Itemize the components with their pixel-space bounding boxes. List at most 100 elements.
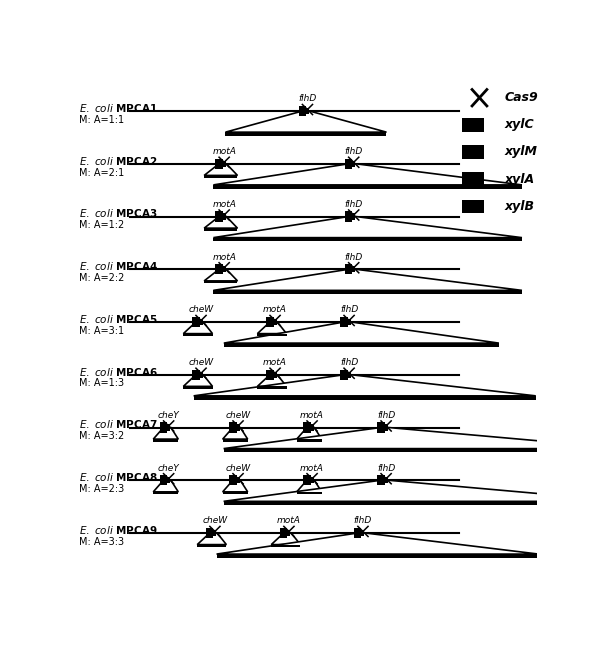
Text: M: A=1:3: M: A=1:3 bbox=[79, 378, 124, 388]
Polygon shape bbox=[153, 439, 179, 442]
Text: flhD: flhD bbox=[354, 516, 372, 525]
Polygon shape bbox=[223, 428, 248, 439]
Polygon shape bbox=[217, 533, 538, 554]
Text: $\it{E.\ coli}$ MPCA6: $\it{E.\ coli}$ MPCA6 bbox=[79, 366, 158, 378]
Text: flhD: flhD bbox=[344, 200, 363, 209]
Polygon shape bbox=[213, 185, 522, 189]
Bar bbox=[223, 213, 226, 219]
Polygon shape bbox=[204, 228, 238, 231]
Polygon shape bbox=[297, 492, 322, 494]
Bar bbox=[347, 319, 350, 325]
Bar bbox=[266, 317, 273, 327]
Bar bbox=[216, 264, 223, 275]
Bar bbox=[223, 161, 226, 167]
Polygon shape bbox=[257, 386, 287, 389]
Text: xylM: xylM bbox=[505, 146, 538, 158]
Text: xylC: xylC bbox=[505, 118, 534, 132]
Text: cheY: cheY bbox=[158, 464, 180, 473]
Text: M: A=2:2: M: A=2:2 bbox=[79, 273, 125, 283]
Text: $\it{E.\ coli}$ MPCA3: $\it{E.\ coli}$ MPCA3 bbox=[79, 207, 158, 219]
Polygon shape bbox=[197, 545, 226, 547]
Bar bbox=[362, 530, 364, 536]
Polygon shape bbox=[204, 217, 238, 228]
Polygon shape bbox=[197, 533, 226, 545]
Text: flhD: flhD bbox=[340, 305, 358, 315]
Text: motA: motA bbox=[263, 358, 287, 367]
Bar bbox=[303, 475, 310, 485]
Polygon shape bbox=[183, 386, 213, 389]
Text: xylA: xylA bbox=[505, 173, 535, 186]
Bar bbox=[352, 266, 355, 273]
Bar bbox=[352, 161, 355, 167]
Bar bbox=[298, 106, 306, 116]
Text: flhD: flhD bbox=[344, 253, 363, 261]
Text: motA: motA bbox=[212, 200, 236, 209]
Bar bbox=[384, 477, 387, 483]
Text: $\it{E.\ coli}$ MPCA4: $\it{E.\ coli}$ MPCA4 bbox=[79, 260, 158, 272]
Polygon shape bbox=[204, 164, 238, 176]
Bar bbox=[223, 266, 226, 273]
Text: cheW: cheW bbox=[202, 516, 227, 525]
Bar bbox=[160, 475, 167, 485]
Bar bbox=[229, 422, 236, 433]
Bar bbox=[462, 172, 484, 186]
Polygon shape bbox=[226, 111, 386, 132]
Polygon shape bbox=[297, 428, 322, 439]
Polygon shape bbox=[257, 334, 287, 336]
Text: M: A=3:1: M: A=3:1 bbox=[79, 326, 124, 336]
Bar bbox=[167, 424, 170, 430]
Polygon shape bbox=[224, 322, 499, 343]
Bar bbox=[192, 317, 199, 327]
Bar bbox=[310, 424, 313, 430]
Bar bbox=[236, 424, 239, 430]
Polygon shape bbox=[257, 375, 287, 386]
Bar bbox=[352, 213, 355, 219]
Text: cheW: cheW bbox=[189, 305, 214, 315]
Polygon shape bbox=[224, 480, 597, 501]
Polygon shape bbox=[213, 291, 522, 294]
Bar bbox=[273, 319, 276, 325]
Bar bbox=[347, 372, 350, 378]
Text: cheY: cheY bbox=[158, 411, 180, 420]
Bar bbox=[236, 477, 239, 483]
Bar bbox=[214, 530, 216, 536]
Polygon shape bbox=[224, 501, 597, 505]
Text: motA: motA bbox=[300, 411, 324, 420]
Bar bbox=[273, 372, 276, 378]
Polygon shape bbox=[153, 428, 179, 439]
Polygon shape bbox=[204, 176, 238, 178]
Text: $\it{E.\ coli}$ MPCA2: $\it{E.\ coli}$ MPCA2 bbox=[79, 155, 158, 167]
Polygon shape bbox=[183, 322, 213, 334]
Text: motA: motA bbox=[212, 147, 236, 156]
Polygon shape bbox=[204, 281, 238, 283]
Bar bbox=[288, 530, 290, 536]
Polygon shape bbox=[271, 545, 300, 547]
Bar bbox=[199, 319, 202, 325]
Polygon shape bbox=[257, 322, 287, 334]
Text: flhD: flhD bbox=[298, 94, 316, 103]
Text: flhD: flhD bbox=[344, 147, 363, 156]
Bar bbox=[462, 200, 484, 213]
Text: motA: motA bbox=[300, 464, 324, 473]
Text: M: A=3:2: M: A=3:2 bbox=[79, 431, 125, 441]
Bar bbox=[303, 422, 310, 433]
Bar bbox=[192, 370, 199, 380]
Text: xylB: xylB bbox=[505, 200, 535, 213]
Polygon shape bbox=[213, 237, 522, 241]
Bar bbox=[199, 372, 202, 378]
Text: cheW: cheW bbox=[226, 411, 251, 420]
Bar bbox=[160, 422, 167, 433]
Text: $\it{E.\ coli}$ MPCA1: $\it{E.\ coli}$ MPCA1 bbox=[79, 102, 158, 114]
Polygon shape bbox=[271, 533, 300, 545]
Bar bbox=[206, 528, 214, 538]
Polygon shape bbox=[183, 334, 213, 336]
Polygon shape bbox=[213, 164, 522, 185]
Bar bbox=[384, 424, 387, 430]
Polygon shape bbox=[223, 492, 248, 494]
Bar bbox=[345, 211, 352, 221]
Polygon shape bbox=[226, 132, 386, 136]
Text: cheW: cheW bbox=[189, 358, 214, 367]
Polygon shape bbox=[193, 375, 536, 396]
Polygon shape bbox=[153, 480, 179, 492]
Text: Cas9: Cas9 bbox=[505, 91, 538, 104]
